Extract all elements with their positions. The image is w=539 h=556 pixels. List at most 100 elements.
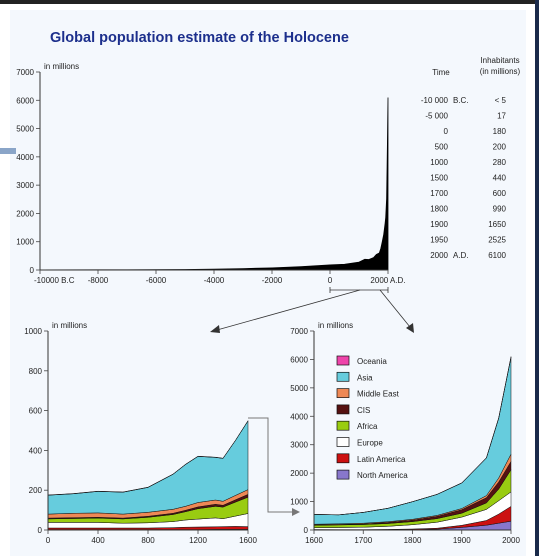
y-tick-label: 400 xyxy=(29,446,43,455)
legend-swatch-cis xyxy=(336,404,350,415)
table-inhabitants-header-line2: (in millions) xyxy=(480,67,521,76)
zoom-connector-right xyxy=(379,289,411,328)
y-tick-label: 5000 xyxy=(290,384,308,393)
frame-top-border xyxy=(0,0,539,4)
regions-legend: Oceania Asia Middle East CIS Africa Europe Lat… xyxy=(336,355,408,480)
table-value-cell: 440 xyxy=(493,174,507,183)
y-tick-label: 600 xyxy=(29,407,43,416)
table-time-cell: 0 xyxy=(444,127,449,136)
legend-label: Europe xyxy=(357,439,383,448)
table-time-cell: 1500 xyxy=(430,174,448,183)
legend-swatch-africa xyxy=(336,420,350,431)
y-tick-label: 2000 xyxy=(290,469,308,478)
table-value-cell: 2525 xyxy=(488,236,506,245)
y-tick-label: 1000 xyxy=(24,327,42,336)
y-axis-unit-label: in millions xyxy=(318,321,353,330)
legend-label: North America xyxy=(357,471,408,480)
population-area xyxy=(39,97,389,271)
regional-chart-0-1600: 0 200 400 600 800 1000 0 400 800 1200 1600 in milli… xyxy=(24,321,257,545)
table-value-cell: 6100 xyxy=(488,251,506,260)
continuation-arrowhead xyxy=(292,508,300,516)
table-era-cell: B.C. xyxy=(453,96,469,105)
table-time-cell: 500 xyxy=(435,143,449,152)
legend-label: Latin America xyxy=(357,455,406,464)
x-tick-label: 2000 A.D. xyxy=(370,276,405,285)
y-tick-label: 7000 xyxy=(16,68,34,77)
y-tick-label: 1000 xyxy=(16,238,34,247)
table-value-cell: 1650 xyxy=(488,220,506,229)
y-tick-label: 0 xyxy=(38,526,43,535)
legend-swatch-asia xyxy=(336,371,350,382)
table-time-cell: -5 000 xyxy=(425,112,448,121)
legend-label: Middle East xyxy=(357,390,400,399)
x-tick-label: 1600 xyxy=(305,536,323,545)
table-time-cell: 1000 xyxy=(430,158,448,167)
table-time-header: Time xyxy=(432,68,450,77)
y-tick-label: 2000 xyxy=(16,209,34,218)
table-value-cell: 990 xyxy=(493,205,507,214)
x-tick-label: 1800 xyxy=(404,536,422,545)
x-tick-label: 1700 xyxy=(354,536,372,545)
y-tick-label: 4000 xyxy=(16,153,34,162)
x-tick-label: 1600 xyxy=(239,536,257,545)
table-value-cell: < 5 xyxy=(495,96,507,105)
table-value-cell: 17 xyxy=(497,112,506,121)
side-marker xyxy=(0,148,16,154)
table-time-cell: 1950 xyxy=(430,236,448,245)
table-era-cell: A.D. xyxy=(453,251,469,260)
y-tick-label: 3000 xyxy=(16,181,34,190)
table-value-cell: 280 xyxy=(493,158,507,167)
y-tick-label: 5000 xyxy=(16,125,34,134)
legend-swatch-north-america xyxy=(336,469,350,480)
continuation-connector xyxy=(248,417,296,513)
y-tick-label: 6000 xyxy=(16,96,34,105)
legend-swatch-oceania xyxy=(336,355,350,366)
table-value-cell: 200 xyxy=(493,143,507,152)
x-tick-label: -6000 xyxy=(146,276,167,285)
x-tick-label: -10000 B.C xyxy=(34,276,75,285)
series-area-asia xyxy=(47,420,249,515)
legend-swatch-europe xyxy=(336,437,350,447)
y-tick-label: 800 xyxy=(29,367,43,376)
frame-right-border xyxy=(535,0,539,556)
x-tick-label: 800 xyxy=(141,536,155,545)
table-value-cell: 180 xyxy=(493,127,507,136)
series-area-oceania xyxy=(313,356,512,516)
legend-swatch-latin-america xyxy=(336,453,350,464)
y-tick-label: 1000 xyxy=(290,498,308,507)
y-tick-label: 3000 xyxy=(290,441,308,450)
table-time-cell: 1700 xyxy=(430,189,448,198)
x-tick-label: -2000 xyxy=(262,276,283,285)
x-tick-label: 1900 xyxy=(453,536,471,545)
y-axis-unit-label: in millions xyxy=(44,62,79,71)
legend-swatch-middle-east xyxy=(336,388,350,398)
x-tick-label: 0 xyxy=(328,276,333,285)
series-area-oceania xyxy=(47,419,249,496)
table-time-cell: 1900 xyxy=(430,220,448,229)
zoom-connector-left xyxy=(216,289,361,331)
table-time-cell: 2000 xyxy=(430,251,448,260)
legend-label: Africa xyxy=(357,422,378,431)
regional-chart-1600-2000: 0 1000 2000 3000 4000 5000 6000 7000 1600 1700 180… xyxy=(290,321,520,545)
table-inhabitants-header-line1: Inhabitants xyxy=(480,56,519,65)
y-tick-label: 200 xyxy=(29,486,43,495)
y-tick-label: 7000 xyxy=(290,327,308,336)
legend-label: CIS xyxy=(357,406,370,415)
table-time-cell: 1800 xyxy=(430,205,448,214)
y-tick-label: 4000 xyxy=(290,412,308,421)
x-tick-label: 2000 xyxy=(502,536,520,545)
figure-title: Global population estimate of the Holoce… xyxy=(50,30,349,46)
zoom-arrowhead-left xyxy=(210,325,220,333)
y-tick-label: 6000 xyxy=(290,355,308,364)
legend-label: Oceania xyxy=(357,357,387,366)
y-tick-label: 0 xyxy=(30,266,35,275)
y-axis-unit-label: in millions xyxy=(52,321,87,330)
table-value-cell: 600 xyxy=(493,189,507,198)
main-population-chart: 0 1000 2000 3000 4000 5000 6000 7000 -10000 B.C -… xyxy=(16,62,405,285)
x-tick-label: 400 xyxy=(91,536,105,545)
x-tick-label: 1200 xyxy=(189,536,207,545)
table-time-cell: -10 000 xyxy=(421,96,449,105)
population-table: Time Inhabitants (in millions) -10 000 B.… xyxy=(421,56,521,260)
